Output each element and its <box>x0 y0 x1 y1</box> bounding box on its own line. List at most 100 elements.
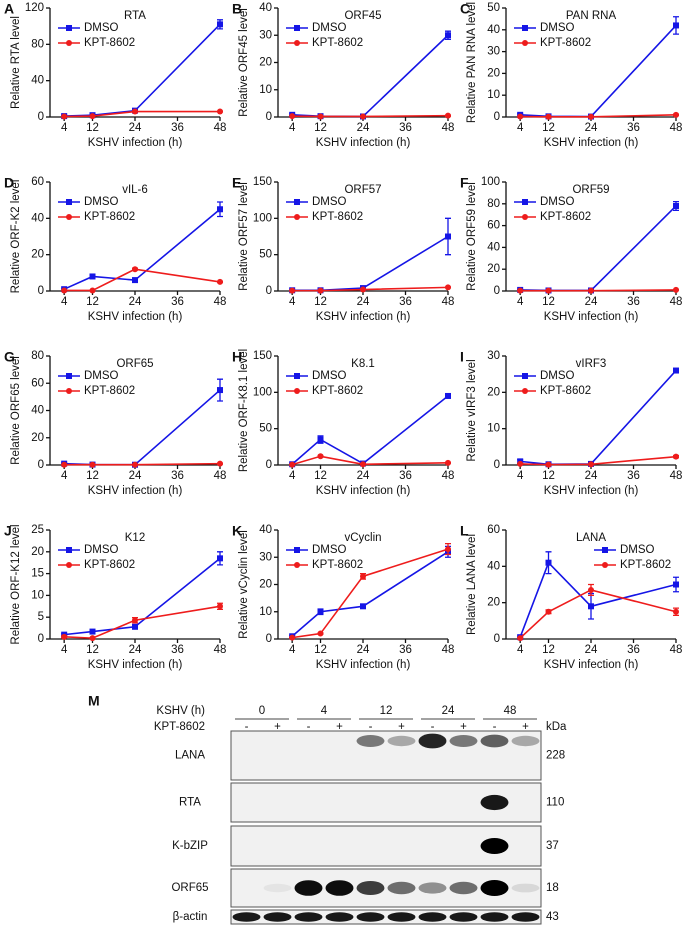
y-tick-label: 40 <box>31 75 44 87</box>
series-line <box>520 455 677 466</box>
data-point <box>132 108 138 115</box>
y-tick-label: 20 <box>31 249 44 261</box>
y-tick-label: 20 <box>487 67 500 79</box>
x-tick-label: 36 <box>171 296 184 308</box>
timepoint: 48 <box>504 705 517 717</box>
x-tick-label: 36 <box>627 470 640 482</box>
timepoint: 12 <box>380 705 393 717</box>
size-unit: kDa <box>546 721 567 733</box>
data-point <box>89 628 96 635</box>
data-point <box>217 206 223 213</box>
data-point <box>89 273 96 280</box>
series-line <box>519 589 677 639</box>
y-tick-label: 30 <box>259 551 272 563</box>
x-tick-label: 36 <box>171 644 184 656</box>
legend-label: DMSO <box>84 22 119 34</box>
x-tick-label: 4 <box>517 470 524 482</box>
x-tick-label: 24 <box>129 470 142 482</box>
legend-marker <box>66 388 72 394</box>
legend-label: KPT-8602 <box>620 559 671 571</box>
data-point <box>132 266 138 273</box>
y-tick-label: 40 <box>31 212 44 224</box>
size-label: 43 <box>546 911 559 923</box>
x-tick-label: 4 <box>289 122 296 134</box>
y-tick-label: 80 <box>487 198 500 210</box>
series-line <box>63 208 221 290</box>
y-tick-label: 0 <box>38 285 44 297</box>
y-tick-label: 0 <box>494 459 500 471</box>
chart-title: PAN RNA <box>566 10 617 22</box>
y-tick-label: 50 <box>259 249 272 261</box>
data-point <box>588 287 594 294</box>
y-tick-label: 100 <box>253 386 272 398</box>
data-point <box>545 113 552 120</box>
data-point <box>673 581 679 588</box>
timepoint: 0 <box>259 705 265 717</box>
legend-label: KPT-8602 <box>540 211 591 223</box>
x-tick-label: 4 <box>61 122 68 134</box>
data-point <box>217 21 223 28</box>
band <box>387 912 416 922</box>
x-tick-label: 36 <box>627 122 640 134</box>
y-tick-label: 20 <box>31 432 44 444</box>
legend-marker <box>294 214 300 220</box>
data-point <box>360 113 366 120</box>
y-tick-label: 60 <box>487 220 500 232</box>
data-point <box>360 286 366 293</box>
treatment-sign: - <box>307 721 311 733</box>
series-line <box>64 389 221 466</box>
band <box>480 794 509 811</box>
x-tick-label: 24 <box>357 122 370 134</box>
y-axis-label: Relative ORF45 level <box>238 8 250 117</box>
y-tick-label: 0 <box>494 111 500 123</box>
x-tick-label: 4 <box>289 296 296 308</box>
data-point <box>588 586 594 593</box>
y-axis-label: Relative ORF-K8.1 level <box>238 349 250 472</box>
y-tick-label: 10 <box>259 606 272 618</box>
data-point <box>317 287 324 294</box>
y-tick-label: 0 <box>494 633 500 645</box>
y-tick-label: 40 <box>259 2 272 14</box>
x-tick-label: 12 <box>542 296 555 308</box>
x-axis-label: KSHV infection (h) <box>316 485 411 497</box>
y-tick-label: 0 <box>266 633 272 645</box>
y-axis-label: Relative ORF-K2 level <box>10 180 22 294</box>
x-tick-label: 12 <box>86 470 99 482</box>
legend-label: DMSO <box>540 22 575 34</box>
y-tick-label: 5 <box>38 611 44 623</box>
x-axis-label: KSHV infection (h) <box>88 137 183 149</box>
protein-label: LANA <box>175 750 205 762</box>
y-tick-label: 10 <box>259 84 272 96</box>
y-tick-label: 0 <box>38 111 44 123</box>
y-tick-label: 30 <box>487 46 500 58</box>
treatment-sign: + <box>336 721 343 733</box>
size-label: 228 <box>546 750 565 762</box>
y-tick-label: 100 <box>253 212 272 224</box>
legend-marker <box>294 40 300 46</box>
x-tick-label: 4 <box>289 470 296 482</box>
band <box>356 912 385 922</box>
x-tick-label: 48 <box>442 470 455 482</box>
x-tick-label: 48 <box>214 470 227 482</box>
x-axis-label: KSHV infection (h) <box>544 659 639 671</box>
chart-title: LANA <box>576 532 606 544</box>
data-point <box>317 608 324 615</box>
x-tick-label: 36 <box>171 470 184 482</box>
band <box>480 734 509 748</box>
panel-label: A <box>4 1 14 17</box>
series-line <box>292 235 449 292</box>
panel-label: D <box>4 175 14 191</box>
band <box>356 881 385 895</box>
data-point <box>61 461 68 468</box>
x-tick-label: 36 <box>399 296 412 308</box>
band <box>263 912 292 922</box>
x-tick-label: 12 <box>542 470 555 482</box>
y-axis-label: Relative ORF57 level <box>238 182 250 291</box>
y-tick-label: 0 <box>266 111 272 123</box>
x-tick-label: 4 <box>517 122 524 134</box>
data-point <box>545 608 552 615</box>
band <box>418 733 447 749</box>
band <box>511 912 540 922</box>
series-line <box>292 114 449 118</box>
